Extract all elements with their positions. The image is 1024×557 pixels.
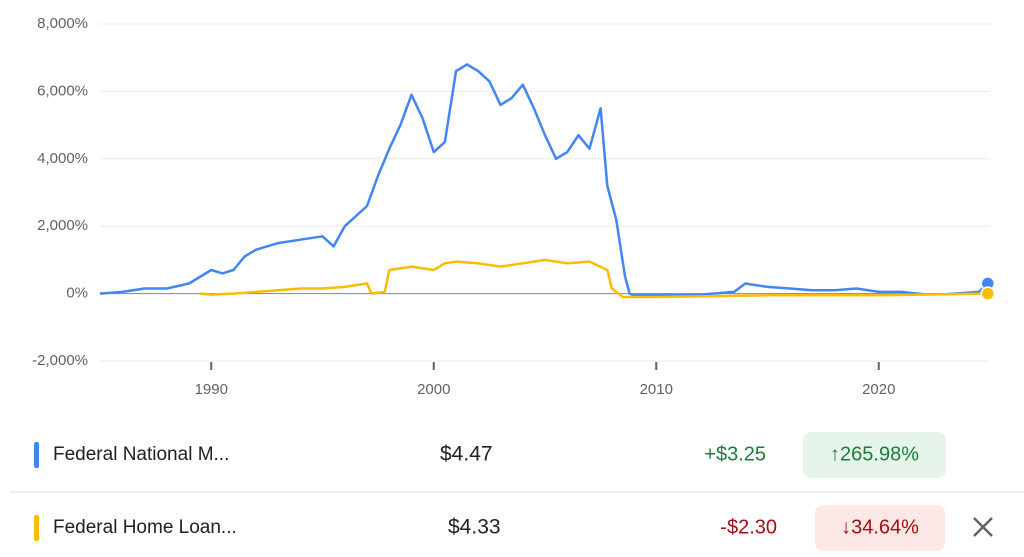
- legend-name: Federal National M...: [53, 444, 229, 465]
- legend-name: Federal Home Loan...: [53, 517, 237, 538]
- y-tick-label: 2,000%: [37, 217, 88, 234]
- price: $4.47: [440, 443, 493, 466]
- change-badge: [803, 432, 946, 478]
- y-tick-label: 8,000%: [37, 15, 88, 32]
- legend-swatch: [34, 442, 39, 468]
- y-tick-label: -2,000%: [32, 352, 88, 369]
- change: +$3.25: [704, 443, 766, 465]
- y-tick-label: 6,000%: [37, 82, 88, 99]
- x-tick-label: 2000: [417, 381, 450, 398]
- y-tick-label: 4,000%: [37, 150, 88, 167]
- legend-swatch: [34, 515, 39, 541]
- x-tick-label: 2010: [640, 381, 673, 398]
- close-button[interactable]: [973, 517, 993, 537]
- change: -$2.30: [720, 516, 777, 538]
- change-percent: ↑265.98%: [830, 443, 919, 465]
- y-tick-label: 0%: [66, 285, 88, 302]
- price: $4.33: [448, 516, 501, 539]
- series-line: [199, 258, 988, 299]
- change-percent: ↓34.64%: [841, 516, 919, 538]
- end-dot: [980, 286, 996, 301]
- x-tick-label: 2020: [862, 381, 895, 398]
- series-line: [99, 63, 989, 297]
- x-tick-label: 1990: [195, 381, 228, 398]
- change-badge: [815, 505, 945, 551]
